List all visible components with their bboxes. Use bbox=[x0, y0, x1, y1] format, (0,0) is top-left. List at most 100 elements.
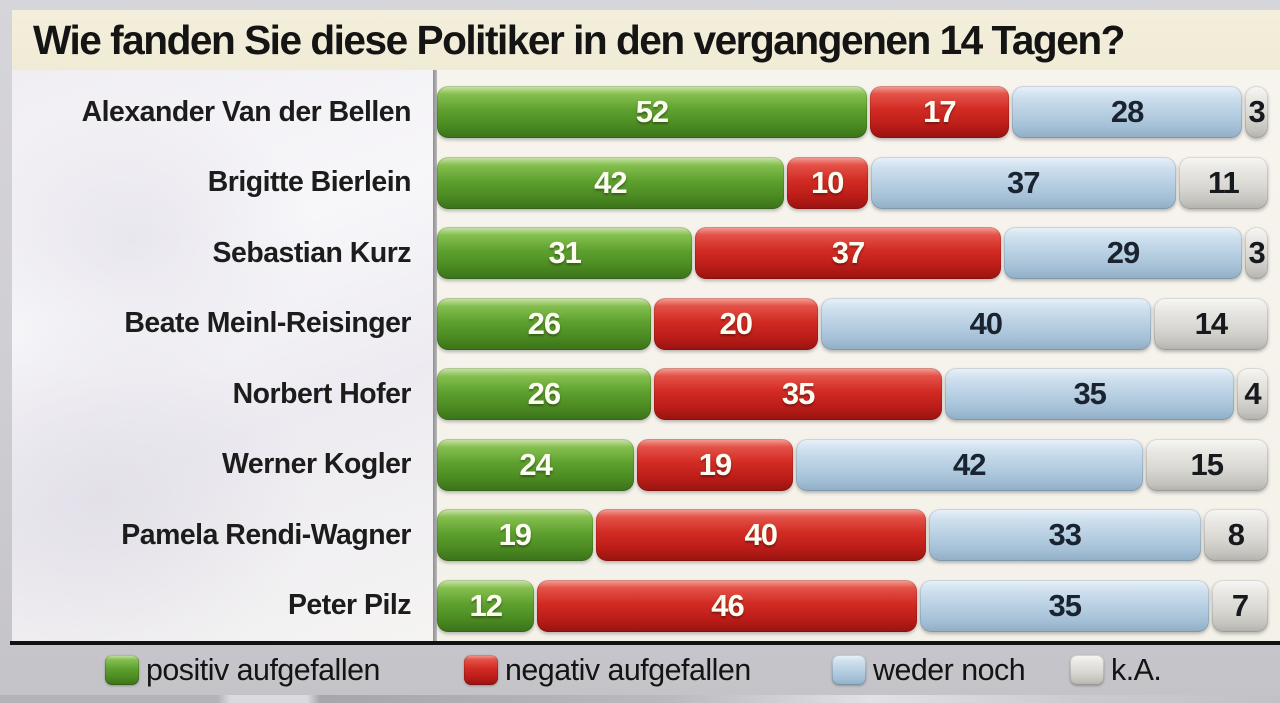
segment-value: 7 bbox=[1231, 587, 1249, 623]
segment-value: 35 bbox=[1073, 376, 1106, 412]
segment-value: 19 bbox=[698, 446, 732, 482]
segment-value: 12 bbox=[469, 587, 502, 623]
segment-value: 8 bbox=[1227, 517, 1245, 553]
politician-name: Sebastian Kurz bbox=[212, 236, 412, 269]
label-column-background bbox=[12, 70, 433, 641]
segment-value: 29 bbox=[1106, 235, 1140, 271]
bar-segment-neither: 29 bbox=[1003, 227, 1243, 280]
stacked-bar: 31 37 29 3 bbox=[437, 227, 1268, 280]
legend-item-negative: negativ aufgefallen bbox=[464, 645, 756, 695]
legend: positiv aufgefallen negativ aufgefallen … bbox=[12, 645, 1280, 695]
segment-value: 52 bbox=[635, 94, 669, 130]
politician-name: Beate Meinl-Reisinger bbox=[124, 307, 411, 340]
bar-segment-neither: 35 bbox=[920, 579, 1210, 632]
bar-segment-neither: 35 bbox=[945, 368, 1234, 421]
segment-value: 37 bbox=[831, 235, 865, 271]
chart-row: Alexander Van der Bellen 52 17 28 3 bbox=[12, 77, 1280, 148]
chart-row: Werner Kogler 24 19 42 15 bbox=[12, 430, 1280, 501]
bar-segment-positive: 42 bbox=[437, 156, 784, 209]
bar-segment-negative: 20 bbox=[653, 297, 818, 350]
segment-value: 3 bbox=[1248, 94, 1266, 130]
chart-row: Norbert Hofer 26 35 35 4 bbox=[12, 359, 1280, 430]
bar-segment-negative: 19 bbox=[637, 438, 793, 491]
bar-segment-positive: 31 bbox=[437, 227, 693, 280]
chart-row: Brigitte Bierlein 42 10 37 11 bbox=[12, 148, 1280, 219]
bar-segment-negative: 10 bbox=[786, 156, 868, 209]
segment-value: 10 bbox=[810, 164, 844, 200]
chart-row: Sebastian Kurz 31 37 29 3 bbox=[12, 218, 1280, 289]
chart-row: Beate Meinl-Reisinger 26 20 40 14 bbox=[12, 289, 1280, 360]
chart-row: Peter Pilz 12 46 35 7 bbox=[12, 571, 1280, 642]
bar-segment-neither: 37 bbox=[870, 156, 1176, 209]
segment-value: 19 bbox=[498, 517, 532, 553]
politician-name: Werner Kogler bbox=[222, 448, 411, 481]
segment-value: 33 bbox=[1048, 517, 1082, 553]
segment-value: 4 bbox=[1244, 376, 1261, 412]
bar-segment-positive: 12 bbox=[437, 579, 535, 632]
chart-row: Pamela Rendi-Wagner 19 40 33 8 bbox=[12, 500, 1280, 571]
legend-label: k.A. bbox=[1111, 652, 1162, 687]
stacked-bar: 19 40 33 8 bbox=[437, 509, 1268, 562]
bar-segment-negative: 46 bbox=[537, 579, 918, 632]
legend-label: positiv aufgefallen bbox=[146, 652, 380, 687]
segment-value: 28 bbox=[1110, 94, 1144, 130]
politician-name: Brigitte Bierlein bbox=[207, 166, 412, 199]
legend-item-neither: weder noch bbox=[832, 645, 1028, 695]
segment-value: 26 bbox=[527, 376, 561, 412]
legend-item-ka: k.A. bbox=[1070, 645, 1162, 695]
segment-value: 46 bbox=[711, 587, 744, 623]
bar-segment-negative: 17 bbox=[869, 86, 1009, 139]
bar-segment-ka: 7 bbox=[1212, 579, 1268, 632]
stacked-bar: 26 35 35 4 bbox=[437, 368, 1268, 421]
bar-segment-neither: 28 bbox=[1011, 86, 1243, 139]
segment-value: 37 bbox=[1006, 164, 1040, 200]
ka-swatch-icon bbox=[1070, 655, 1104, 685]
bar-segment-positive: 26 bbox=[437, 297, 651, 350]
politician-name: Pamela Rendi-Wagner bbox=[121, 518, 411, 551]
bar-segment-positive: 19 bbox=[437, 509, 593, 562]
segment-value: 11 bbox=[1208, 164, 1240, 200]
bar-segment-positive: 52 bbox=[437, 86, 867, 139]
positive-swatch-icon bbox=[105, 655, 139, 685]
neither-swatch-icon bbox=[832, 655, 866, 685]
politician-name: Peter Pilz bbox=[287, 589, 412, 622]
bar-segment-positive: 26 bbox=[437, 368, 651, 421]
bar-segment-negative: 37 bbox=[695, 227, 1001, 280]
segment-value: 20 bbox=[719, 305, 753, 341]
segment-value: 3 bbox=[1248, 235, 1266, 271]
bar-segment-neither: 40 bbox=[820, 297, 1151, 350]
bar-segment-neither: 33 bbox=[928, 509, 1201, 562]
segment-value: 31 bbox=[548, 235, 581, 271]
bar-segment-ka: 15 bbox=[1145, 438, 1268, 491]
legend-item-positive: positiv aufgefallen bbox=[105, 645, 385, 695]
segment-value: 35 bbox=[1048, 587, 1082, 623]
negative-swatch-icon bbox=[464, 655, 498, 685]
stacked-bar: 42 10 37 11 bbox=[437, 156, 1268, 209]
stacked-bar: 26 20 40 14 bbox=[437, 297, 1268, 350]
bar-segment-ka: 3 bbox=[1245, 86, 1268, 139]
bar-segment-ka: 3 bbox=[1245, 227, 1268, 280]
politician-name: Norbert Hofer bbox=[232, 377, 412, 410]
segment-value: 42 bbox=[594, 164, 627, 200]
segment-value: 35 bbox=[781, 376, 815, 412]
bottom-photo-strip bbox=[0, 695, 1280, 703]
segment-value: 24 bbox=[519, 446, 552, 482]
stacked-bar-chart: Alexander Van der Bellen 52 17 28 3 Brigitte … bbox=[12, 70, 1280, 641]
legend-label: negativ aufgefallen bbox=[505, 652, 751, 687]
axis-line bbox=[433, 70, 437, 641]
bar-segment-ka: 8 bbox=[1203, 509, 1268, 562]
bar-segment-negative: 35 bbox=[653, 368, 943, 421]
bar-segment-ka: 11 bbox=[1178, 156, 1268, 209]
segment-value: 17 bbox=[923, 94, 956, 130]
stacked-bar: 12 46 35 7 bbox=[437, 579, 1268, 632]
segment-value: 42 bbox=[952, 446, 986, 482]
segment-value: 40 bbox=[744, 517, 777, 553]
bar-segment-ka: 4 bbox=[1236, 368, 1268, 421]
legend-divider bbox=[10, 641, 1280, 645]
legend-label: weder noch bbox=[873, 652, 1026, 687]
politician-name: Alexander Van der Bellen bbox=[81, 95, 412, 128]
bar-segment-negative: 40 bbox=[595, 509, 926, 562]
bar-segment-neither: 42 bbox=[795, 438, 1143, 491]
page-title: Wie fanden Sie diese Politiker in den ve… bbox=[33, 16, 1125, 63]
